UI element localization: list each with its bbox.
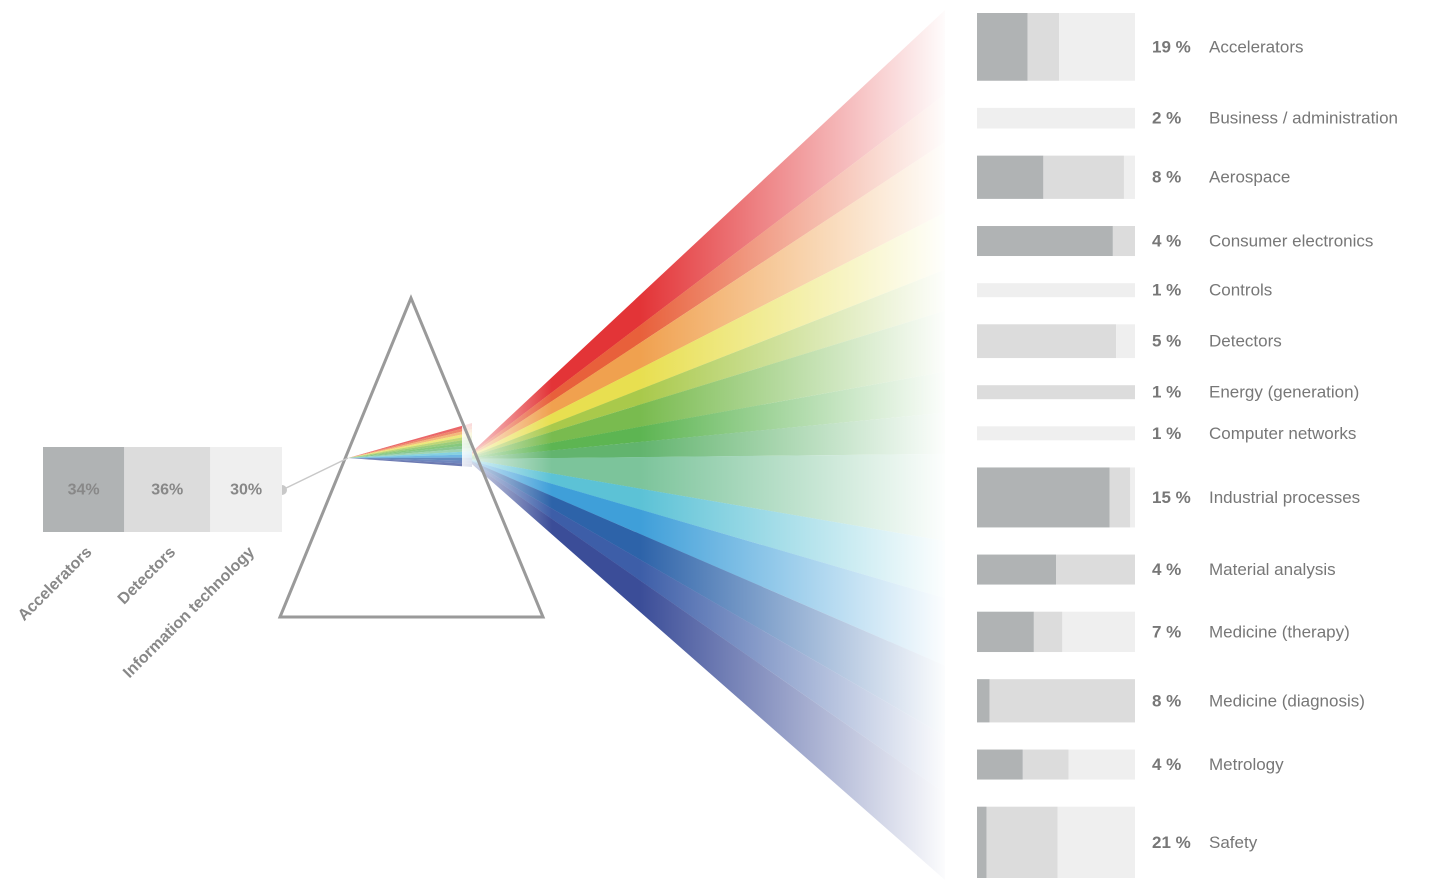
segment — [977, 467, 1110, 528]
segment — [977, 385, 1135, 400]
value-label: 2 % — [1152, 109, 1181, 128]
segment — [977, 679, 990, 723]
prism-ray — [348, 435, 472, 458]
category-label: Detectors — [1209, 332, 1282, 351]
segment — [977, 554, 1056, 585]
connector — [281, 457, 349, 491]
segment — [43, 447, 125, 532]
segment — [977, 13, 1028, 81]
spectrum-fade — [640, 0, 950, 881]
prism-ray — [348, 432, 472, 458]
segment — [977, 283, 1135, 298]
segment — [977, 324, 1117, 359]
segment — [1130, 467, 1135, 528]
category-label: Controls — [1209, 281, 1272, 300]
segment — [977, 226, 1113, 257]
prism-ray — [348, 429, 472, 458]
category-label: Accelerators — [15, 544, 96, 625]
value-label: 15 % — [1152, 488, 1191, 507]
segment — [989, 679, 1135, 723]
prism-ray — [348, 457, 472, 461]
category-label: Industrial processes — [1209, 488, 1360, 507]
segment — [977, 155, 1044, 199]
bars: 34% Accelerators 36% Detectors 30% Informatio… — [15, 13, 1398, 878]
prism-ray — [348, 423, 472, 458]
segment — [977, 749, 1023, 780]
segment — [1112, 226, 1135, 257]
category-label: Business / administration — [1209, 109, 1398, 128]
category-label: Consumer electronics — [1209, 232, 1373, 251]
category-label: Medicine (diagnosis) — [1209, 691, 1365, 710]
category-label: Medicine (therapy) — [1209, 622, 1350, 641]
value-label: 4 % — [1152, 560, 1181, 579]
category-label: Aerospace — [1209, 168, 1290, 187]
segment — [977, 426, 1135, 441]
value-label: 34% — [68, 482, 100, 499]
value-label: 19 % — [1152, 37, 1191, 56]
prism-ray — [348, 438, 472, 458]
prism-ray — [348, 448, 472, 458]
category-label: Information technology — [120, 544, 258, 682]
value-label: 4 % — [1152, 232, 1181, 251]
segment — [977, 107, 1135, 129]
segment — [1059, 13, 1135, 81]
segment — [1022, 749, 1069, 780]
segment — [977, 611, 1034, 653]
prism — [277, 294, 546, 619]
value-label: 5 % — [1152, 332, 1181, 351]
value-label: 30% — [230, 482, 262, 499]
category-label: Detectors — [115, 544, 179, 608]
prism-fan — [348, 423, 472, 467]
value-label: 7 % — [1152, 622, 1181, 641]
segment — [1033, 611, 1063, 653]
category-label: Computer networks — [1209, 424, 1356, 443]
category-label: Material analysis — [1209, 560, 1336, 579]
value-label: 8 % — [1152, 691, 1181, 710]
segment — [986, 806, 1058, 878]
prism-ray — [348, 441, 472, 458]
category-label: Safety — [1209, 833, 1258, 852]
value-label: 1 % — [1152, 424, 1181, 443]
segment — [1056, 554, 1135, 585]
segment — [1043, 155, 1124, 199]
prism-ray — [348, 454, 472, 458]
value-label: 36% — [151, 482, 183, 499]
segment — [1068, 749, 1135, 780]
segment — [977, 806, 987, 878]
category-label: Metrology — [1209, 755, 1284, 774]
segment — [1027, 13, 1060, 81]
segment — [1062, 611, 1135, 653]
value-label: 1 % — [1152, 383, 1181, 402]
value-label: 21 % — [1152, 833, 1191, 852]
category-label: Accelerators — [1209, 37, 1303, 56]
value-label: 1 % — [1152, 281, 1181, 300]
segment — [1109, 467, 1131, 528]
segment — [210, 447, 282, 532]
segment — [124, 447, 211, 532]
prism-ray — [348, 458, 472, 464]
prism-ray — [348, 458, 472, 467]
segment — [1057, 806, 1135, 878]
segment — [1116, 324, 1135, 359]
segment — [1123, 155, 1135, 199]
prism-ray — [348, 451, 472, 458]
value-label: 4 % — [1152, 755, 1181, 774]
prism-ray — [348, 445, 472, 458]
value-label: 8 % — [1152, 168, 1181, 187]
prism-ray — [348, 426, 472, 458]
category-label: Energy (generation) — [1209, 383, 1359, 402]
spectrum-fade — [462, 380, 552, 540]
